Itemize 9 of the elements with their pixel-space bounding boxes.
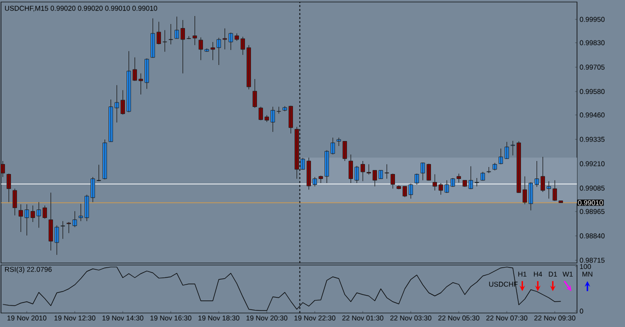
candlestick xyxy=(102,139,107,180)
candlestick xyxy=(390,173,395,189)
candlestick xyxy=(60,220,65,240)
candlestick xyxy=(0,160,5,178)
candlestick xyxy=(252,78,257,108)
candlestick xyxy=(414,173,419,185)
candlestick xyxy=(168,24,173,45)
candlestick xyxy=(12,188,17,216)
candlestick xyxy=(6,173,11,202)
